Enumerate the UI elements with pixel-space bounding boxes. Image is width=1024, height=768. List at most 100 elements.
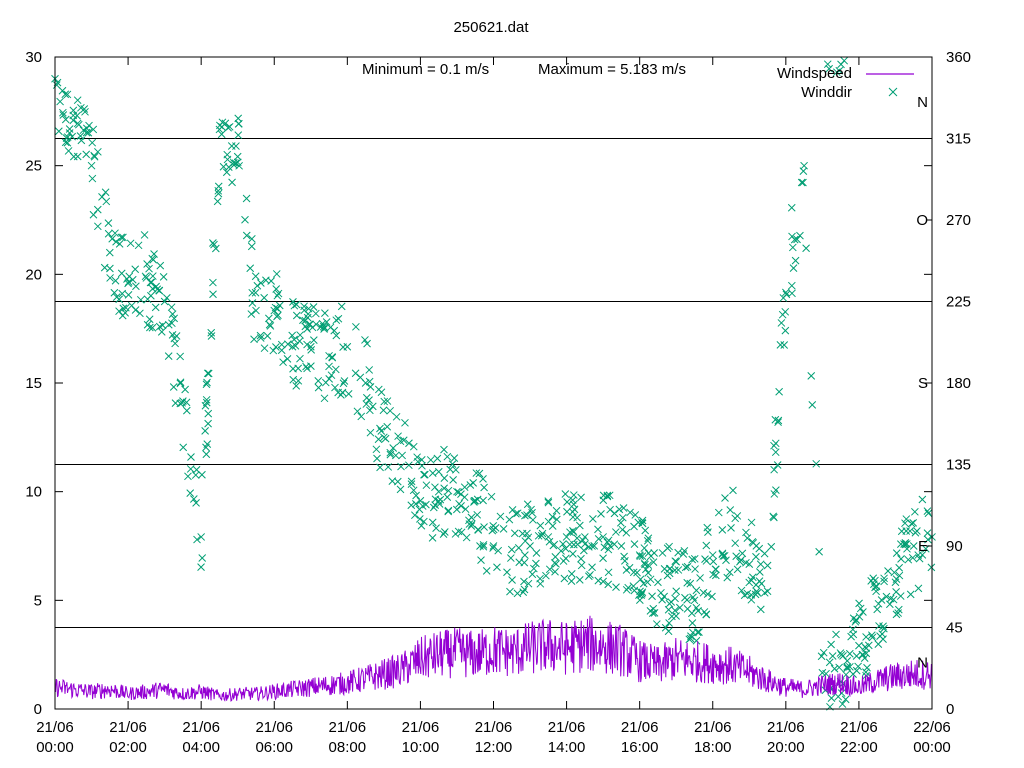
- winddir-point-detail: [77, 136, 86, 145]
- winddir-point-detail: [709, 557, 718, 566]
- winddir-point-detail: [620, 552, 628, 561]
- winddir-point-detail: [101, 188, 110, 197]
- winddir-point-detail: [590, 541, 599, 550]
- winddir-point-detail: [198, 554, 207, 562]
- winddir-point-detail: [569, 528, 578, 536]
- winddir-point: [745, 560, 754, 568]
- winddir-point-detail: [738, 549, 747, 558]
- winddir-point-detail: [637, 591, 646, 599]
- winddir-point-detail: [636, 587, 644, 596]
- winddir-point: [599, 533, 607, 541]
- winddir-point-detail: [439, 530, 448, 538]
- winddir-point-detail: [793, 235, 801, 244]
- winddir-point-detail: [117, 269, 126, 278]
- winddir-point-detail: [862, 633, 870, 641]
- winddir-point-detail: [918, 495, 927, 504]
- winddir-point-detail: [64, 147, 73, 155]
- winddir-point-detail: [884, 567, 892, 575]
- winddir-point-detail: [776, 341, 785, 349]
- winddir-point-detail: [115, 307, 123, 316]
- winddir-point-detail: [892, 549, 901, 557]
- winddir-point-detail: [207, 328, 216, 337]
- winddir-point-detail: [900, 540, 908, 548]
- winddir-point-detail: [321, 378, 330, 387]
- winddir-point-detail: [755, 568, 764, 576]
- winddir-point-detail: [446, 465, 455, 474]
- winddir-point-detail: [77, 103, 85, 112]
- winddir-point-detail: [482, 567, 491, 575]
- winddir-point-detail: [479, 496, 487, 505]
- winddir-point-detail: [431, 501, 440, 509]
- winddir-point-detail: [176, 352, 185, 361]
- winddir-point-detail: [413, 453, 421, 462]
- y-right-tick-label: 180: [946, 375, 971, 392]
- legend: Windspeed Winddir: [777, 65, 914, 101]
- winddir-point-detail: [396, 437, 405, 446]
- winddir-point-detail: [644, 569, 653, 577]
- winddir-point-detail: [772, 486, 780, 495]
- winddir-point-detail: [82, 150, 91, 159]
- winddir-point-detail: [368, 402, 377, 411]
- winddir-point-detail: [123, 275, 131, 283]
- winddir-point-detail: [152, 282, 160, 291]
- x-tick-label-day: 21/06: [621, 719, 659, 736]
- winddir-point-detail: [872, 582, 880, 590]
- winddir-point-detail: [473, 510, 482, 519]
- winddir-point-detail: [444, 507, 453, 516]
- winddir-point-detail: [513, 509, 522, 518]
- x-tick-label-time: 18:00: [694, 739, 732, 756]
- winddir-point: [690, 596, 699, 605]
- winddir-point-detail: [352, 322, 360, 331]
- winddir-point-detail: [665, 565, 674, 573]
- winddir-point-detail: [366, 428, 375, 437]
- winddir-point-detail: [773, 461, 782, 469]
- winddir-point-detail: [443, 493, 452, 501]
- winddir-point-detail: [641, 526, 650, 535]
- winddir-point-detail: [428, 518, 437, 527]
- winddir-point-detail: [622, 566, 631, 574]
- winddir-point: [398, 451, 406, 460]
- winddir-point-detail: [822, 669, 830, 678]
- winddir-point-detail: [186, 465, 195, 473]
- winddir-point-detail: [896, 540, 905, 548]
- x-tick-label-day: 21/06: [402, 719, 440, 736]
- winddir-point-detail: [854, 662, 862, 671]
- winddir-point-detail: [223, 155, 232, 164]
- winddir-point-detail: [303, 340, 311, 349]
- winddir-point-detail: [737, 556, 745, 564]
- winddir-point-detail: [788, 243, 797, 252]
- winddir-point-detail: [271, 303, 280, 312]
- winddir-point: [306, 342, 315, 351]
- winddir-point-detail: [763, 561, 772, 570]
- winddir-point-detail: [251, 288, 260, 297]
- winddir-point-detail: [823, 60, 832, 69]
- winddir-point-detail: [440, 445, 448, 454]
- winddir-point: [708, 551, 717, 559]
- winddir-point-detail: [843, 662, 852, 671]
- compass-label-e: E: [918, 538, 928, 555]
- winddir-point-detail: [332, 316, 341, 325]
- winddir-point-detail: [155, 286, 164, 295]
- winddir-point-detail: [683, 605, 692, 613]
- winddir-point-detail: [551, 567, 559, 576]
- winddir-point-detail: [296, 354, 304, 363]
- winddir-point-detail: [377, 388, 386, 397]
- winddir-point-detail: [584, 572, 593, 581]
- winddir-point-detail: [241, 215, 249, 224]
- winddir-point-detail: [118, 289, 127, 298]
- winddir-point-detail: [551, 553, 560, 561]
- winddir-point-detail: [214, 189, 223, 198]
- winddir-point-detail: [491, 524, 500, 532]
- winddir-point-detail: [630, 540, 639, 548]
- winddir-point-detail: [832, 68, 841, 77]
- winddir-point-detail: [565, 540, 574, 549]
- winddir-point-detail: [269, 346, 278, 355]
- winddir-point-detail: [660, 592, 669, 601]
- winddir-point-detail: [289, 298, 297, 306]
- winddir-point-detail: [508, 506, 517, 514]
- winddir-point-detail: [416, 515, 424, 523]
- winddir-point-detail: [688, 619, 697, 627]
- winddir-point: [873, 605, 882, 614]
- winddir-point-detail: [467, 513, 476, 522]
- winddir-point-detail: [475, 469, 484, 478]
